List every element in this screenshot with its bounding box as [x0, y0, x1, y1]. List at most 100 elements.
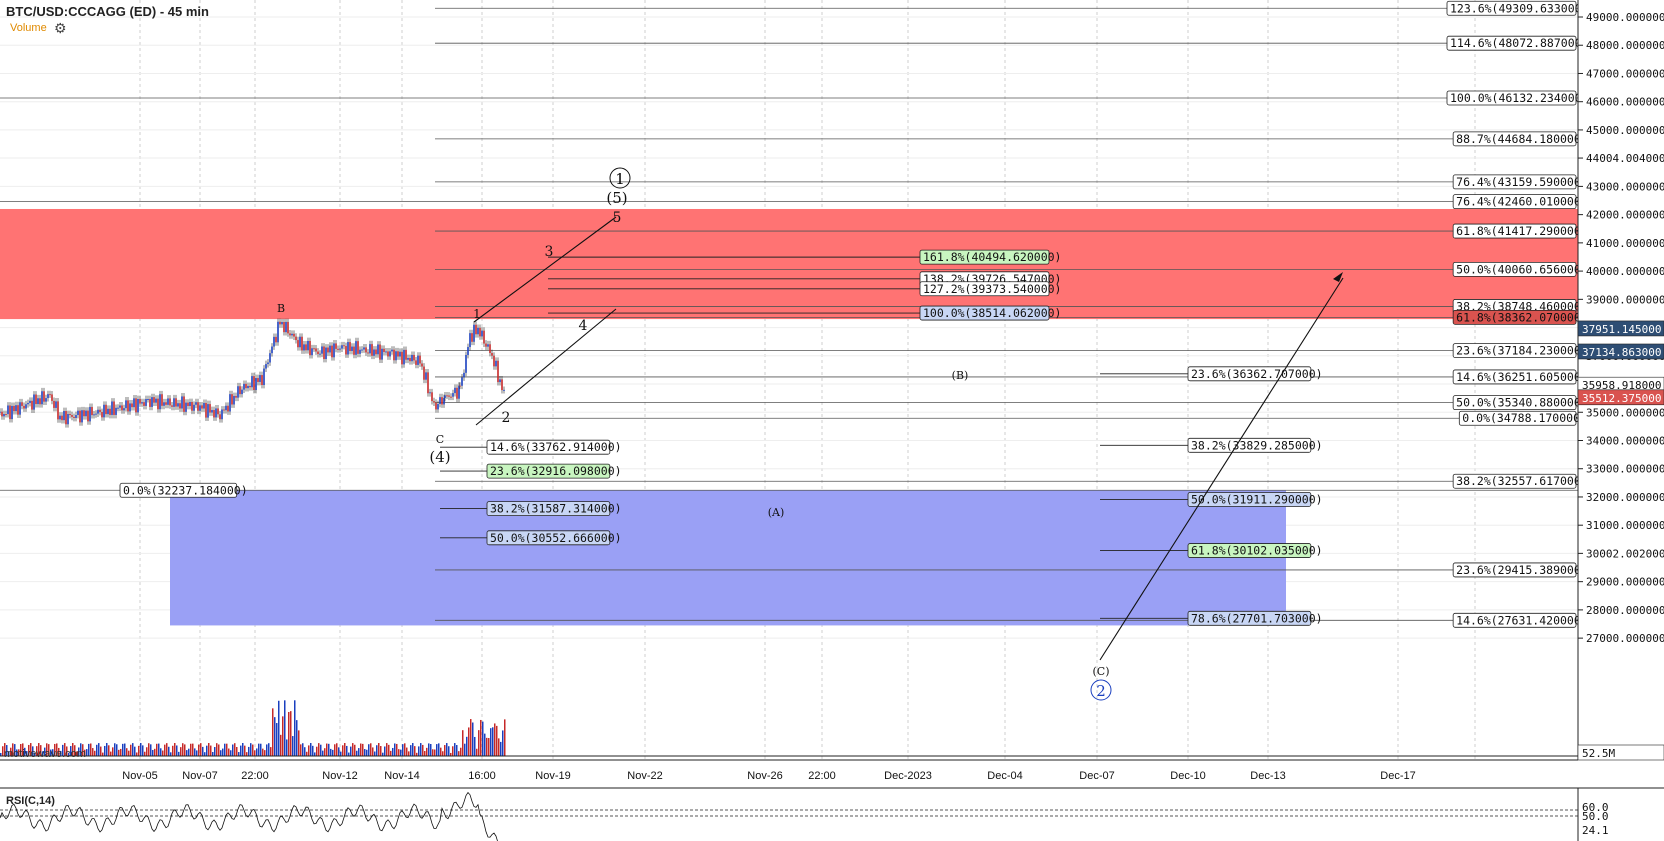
candle — [283, 321, 285, 333]
candle — [75, 415, 77, 418]
volume-bar — [26, 751, 28, 756]
candle — [339, 348, 341, 350]
gear-icon[interactable]: ⚙ — [54, 20, 67, 36]
candle — [197, 402, 199, 411]
volume-bar — [136, 752, 138, 756]
candle — [187, 402, 189, 406]
candle — [195, 402, 197, 405]
candle — [327, 347, 329, 353]
volume-bar — [60, 750, 62, 756]
volume-bar — [170, 752, 172, 756]
volume-bar — [56, 743, 58, 756]
y-tick-label: 48000.000000 — [1586, 39, 1664, 52]
candle — [448, 395, 450, 397]
price-tag-label: 37134.863000 — [1582, 346, 1661, 359]
candle — [275, 336, 277, 343]
volume-bar — [410, 745, 412, 756]
candle — [201, 405, 203, 409]
volume-bar — [378, 743, 380, 756]
candle — [367, 352, 369, 354]
x-tick-label: Nov-05 — [122, 770, 157, 782]
candle — [211, 410, 213, 413]
candle — [0, 411, 1, 413]
candle — [309, 340, 311, 356]
fib-label-right: 14.6%(27631.420000) — [1456, 613, 1588, 627]
y-tick-label: 32000.000000 — [1586, 491, 1664, 504]
fib-ext-label: 100.0%(38514.062000) — [923, 306, 1061, 320]
candle — [83, 410, 85, 417]
candle — [13, 405, 15, 412]
candle — [177, 403, 179, 407]
candle — [151, 397, 153, 407]
candle — [429, 392, 431, 394]
volume-bar — [276, 723, 278, 756]
fib-retrace-label-box — [486, 463, 611, 479]
fib-label-right: 76.4%(43159.590000) — [1456, 175, 1588, 189]
volume-bar — [16, 749, 18, 756]
candle — [435, 402, 437, 410]
candle — [271, 346, 273, 354]
candle — [407, 357, 409, 360]
candle — [477, 327, 479, 335]
x-tick-label: Dec-07 — [1079, 770, 1114, 782]
volume-bar — [76, 751, 78, 756]
volume-label[interactable]: Volume — [10, 22, 47, 34]
candle — [335, 343, 337, 349]
candle — [129, 403, 131, 412]
fib-label-right: 61.8%(38362.070000) — [1456, 310, 1588, 324]
volume-bar — [142, 745, 144, 756]
volume-bar — [200, 743, 202, 756]
volume-bar — [80, 743, 82, 756]
candle — [219, 414, 221, 420]
candle — [251, 376, 253, 388]
watermark: motivewave.com — [4, 748, 86, 760]
candle — [353, 346, 355, 355]
candle — [9, 405, 11, 420]
candle — [49, 394, 51, 396]
volume-bar — [74, 745, 76, 756]
candle — [345, 346, 347, 355]
candle — [95, 413, 97, 415]
candle — [373, 349, 375, 356]
candle — [35, 394, 37, 405]
volume-bar — [208, 743, 210, 756]
candle — [393, 349, 395, 361]
volume-bar — [486, 737, 488, 756]
candle — [313, 348, 315, 350]
y-tick-label: 33000.000000 — [1586, 463, 1664, 476]
volume-bar — [102, 752, 104, 756]
candle — [245, 383, 247, 389]
volume-bar — [258, 743, 260, 756]
fib-ext-label: 127.2%(39373.540000) — [923, 282, 1061, 296]
volume-bar — [174, 743, 176, 756]
x-tick-label: Nov-26 — [747, 770, 782, 782]
volume-bar — [198, 744, 200, 756]
candle — [337, 348, 339, 350]
candle — [101, 412, 103, 418]
candle — [15, 405, 17, 412]
volume-bar — [42, 751, 44, 756]
volume-bar — [104, 745, 106, 756]
volume-bar — [394, 743, 396, 756]
volume-bar — [484, 733, 486, 756]
volume-bar — [316, 746, 318, 756]
candle — [81, 410, 83, 423]
candle — [65, 411, 67, 425]
volume-bar — [38, 743, 40, 756]
volume-bar — [82, 744, 84, 756]
volume-bar — [146, 747, 148, 756]
candle — [27, 402, 29, 405]
volume-bar — [444, 745, 446, 756]
volume-bar — [100, 746, 102, 756]
candle — [439, 397, 441, 404]
volume-bar — [424, 751, 426, 756]
candle — [369, 344, 371, 354]
candle — [399, 351, 401, 357]
volume-bar — [330, 748, 332, 756]
candle — [1, 411, 3, 417]
candle — [349, 342, 351, 352]
fib-anchor-label: 0.0%(32237.184000) — [123, 483, 248, 497]
candle — [73, 416, 75, 418]
candle — [437, 403, 439, 410]
